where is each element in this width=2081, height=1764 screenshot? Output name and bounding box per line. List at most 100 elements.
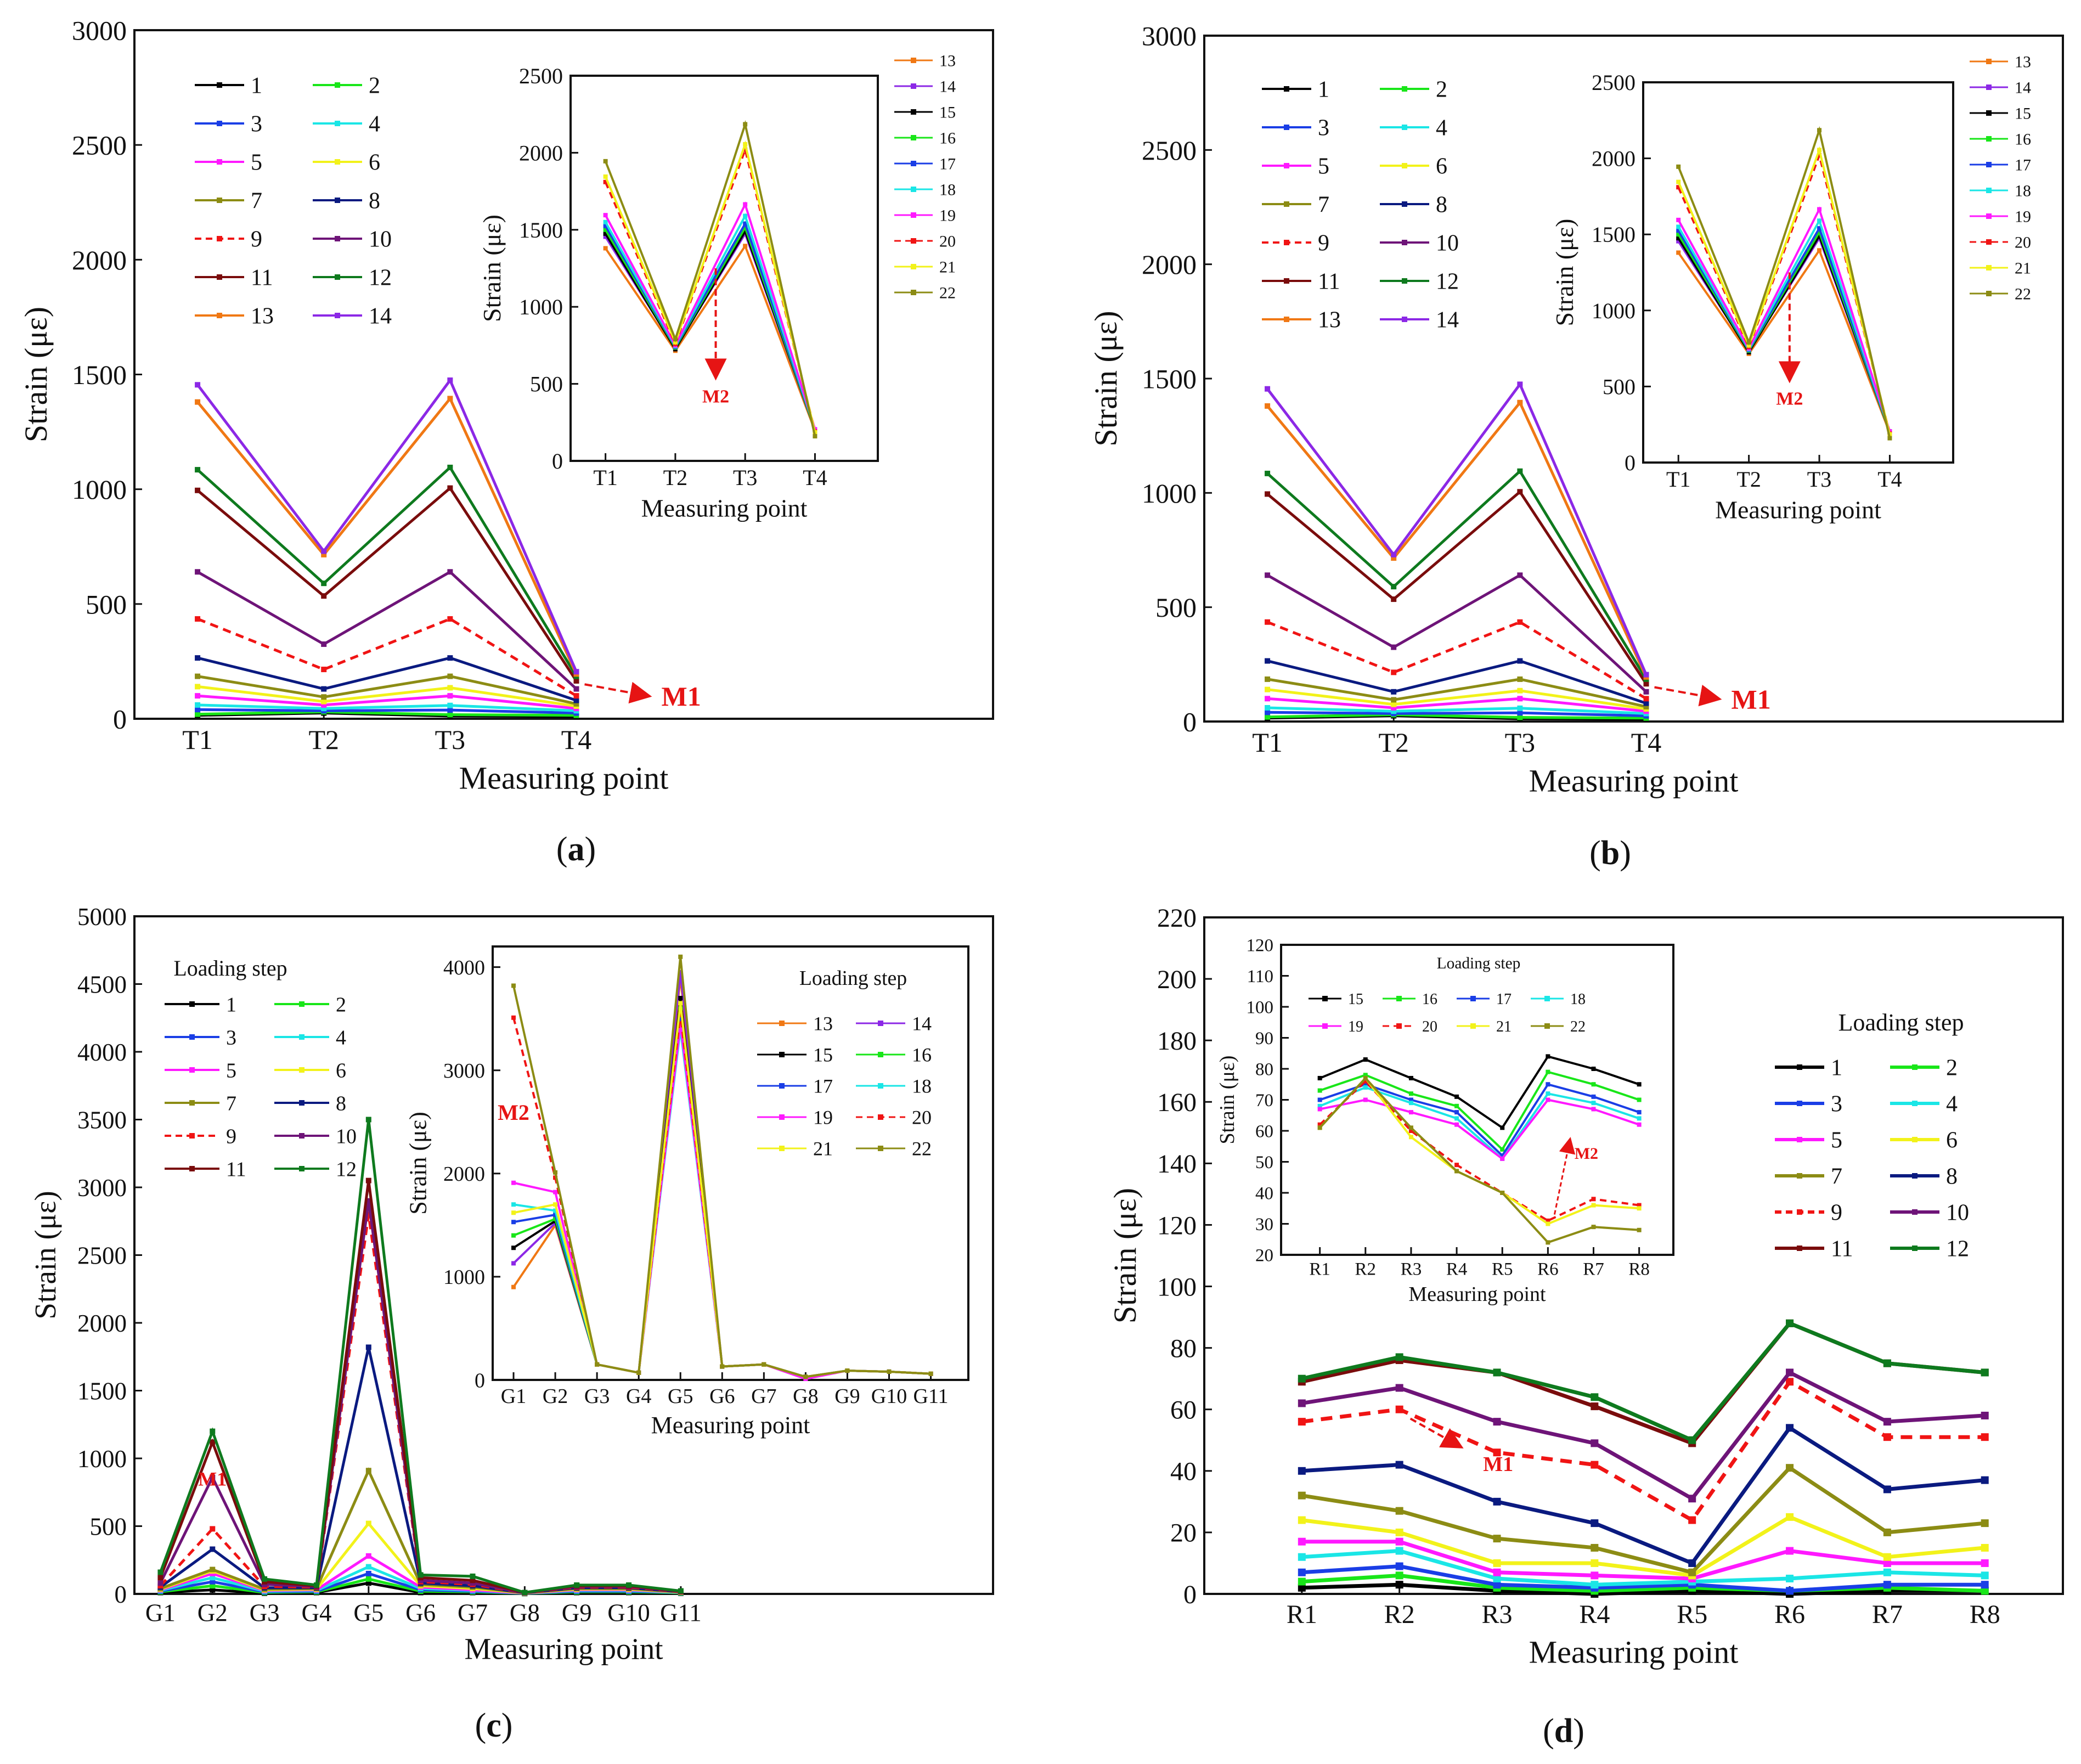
panel-d-main-series-7-point [1981,1519,1989,1528]
panel-c-caption: (c) [475,1707,513,1744]
panel-b-main-series-10-point [1517,572,1523,578]
panel-a-main-legend-label-4: 4 [369,112,380,137]
panel-b-inset-series-20-point [1676,185,1681,190]
panel-b-main-legend-label-9: 9 [1318,231,1329,256]
panel-d-inset-ytick-label: 120 [1247,936,1274,956]
panel-b-inset-series-13-line [1677,248,1891,433]
panel-b-main-annotation-arrow [1654,684,1722,707]
panel-b-main-series-9-point [1265,619,1271,625]
panel-c-main-xtick-label: G2 [198,1599,228,1627]
panel-d-inset-series-15-point [1637,1082,1642,1087]
panel-a-main-series-7-point [195,673,201,679]
panel-a-main-series-11-point [321,593,327,599]
panel-d-main-series-5-line [1301,1540,1985,1581]
panel-d-main-legend-marker-10 [1912,1209,1918,1215]
panel-b-inset-xtick-label: T4 [1877,467,1902,492]
panel-a-main-legend-marker-9 [217,236,222,241]
panel-a-inset-series-18-line [604,213,816,430]
panel-d-inset-legend-marker-21 [1470,1023,1476,1029]
panel-c-inset-series-14-line [512,972,931,1378]
panel-d-inset-series-18-point [1363,1085,1368,1090]
panel-b-inset-xtick-label: T2 [1736,467,1761,492]
panel-a-inset-series-22-point [743,122,748,127]
panel-a-main-series-11-point [447,485,453,491]
panel-d-inset-series-18-point [1317,1103,1322,1108]
panel-c-main-series-9-point [210,1526,216,1532]
panel-d-main-legend-label-3: 3 [1831,1092,1842,1117]
panel-a-main-series-4-point [321,706,327,712]
panel-c-main-series-10-point [157,1580,163,1586]
panel-d-main-series-7-point [1688,1568,1696,1576]
panel-c-main-legend-label-3: 3 [226,1026,236,1049]
panel-b-main-series-2-point [1517,714,1523,720]
panel-c-main-series-11-point [210,1439,216,1445]
panel-b-main-series-14-line [1266,381,1648,675]
panel-c-main-series-11-point [470,1577,476,1583]
panel-b-main-series-13-point [1265,403,1271,409]
panel-d-main-ytick-label: 220 [1157,904,1197,933]
panel-c-main-ytick-label: 0 [115,1581,127,1608]
panel-d-inset-series-16-point [1500,1147,1505,1152]
panel-d-main-series-4-point [1493,1574,1501,1582]
panel-a-main-series-14-point [573,669,579,675]
panel-c-inset-xtick-label: G2 [543,1385,568,1408]
panel-d-inset-series-19-line [1319,1098,1640,1160]
panel-d-main-legend-marker-2 [1912,1064,1918,1070]
panel-d-inset-series-19-point [1454,1122,1459,1127]
panel-b-inset-series-16-point [1817,230,1822,235]
panel-b-inset-legend-label-21: 21 [2015,260,2031,278]
panel-d-main-legend-marker-6 [1912,1137,1918,1142]
panel-b-main-series-6-point [1391,701,1397,707]
panel-c-main-ytick-label: 1500 [77,1377,127,1405]
panel-a-main-legend-label-2: 2 [369,74,380,99]
panel-b-main-ytick-label: 0 [1183,707,1197,737]
panel-d-inset-xtick-label: R7 [1583,1259,1604,1279]
panel-d-main-legend-marker-7 [1797,1173,1802,1179]
panel-d-inset-series-22-point [1546,1240,1550,1245]
panel-d-inset-series-17-point [1317,1097,1322,1102]
panel-c-main-series-12-point [313,1582,319,1588]
panel-d-main-series-1-point [1298,1583,1306,1592]
panel-c-main-series-12-point [210,1428,216,1434]
panel-d-main-xtick-label: R7 [1872,1600,1903,1629]
panel-b-inset-ytick-label: 0 [1625,450,1636,475]
panel-b-inset-legend-label-19: 19 [2015,208,2031,226]
panel-d-inset-legend-marker-19 [1322,1023,1328,1029]
panel-a-inset-legend-label-16: 16 [939,129,956,148]
panel-d-inset-legend-marker-16 [1396,996,1402,1001]
panel-c-main-legend-label-5: 5 [226,1059,236,1082]
panel-c-inset-series-22-point [887,1369,892,1374]
panel-d-inset-series-19-point [1546,1097,1550,1102]
panel-b-main-legend-label-8: 8 [1436,193,1447,218]
panel-d-main-series-8-point [1591,1519,1599,1528]
panel-a-main-legend-marker-7 [217,198,222,203]
panel-c-main-legend-label-4: 4 [336,1026,346,1049]
panel-b-main-series-7-point [1517,676,1523,682]
panel-d-main-y-axis-label: Strain (με) [1107,1188,1143,1323]
panel-c-main-series-12-point [678,1588,684,1594]
panel-a-inset-series-21-point [743,142,748,146]
panel-d-main-ytick-label: 20 [1170,1519,1197,1548]
panel-c-main-series-10-point [210,1474,216,1480]
panel-a-main-legend-label-5: 5 [251,150,262,176]
panel-d-inset-series-17-point [1591,1094,1596,1099]
panel-d-main-series-4-point [1786,1574,1794,1582]
panel-d-main-series-7-point [1395,1507,1403,1515]
panel-d-inset-series-21-point [1408,1135,1413,1140]
panel-d-main-series-5-point [1883,1559,1891,1567]
panel-a-main-series-9-point [321,667,327,673]
panel-c-inset-series-21-line [513,1003,931,1378]
panel-d-inset-series-17-point [1408,1097,1413,1102]
panel-d-inset-series-19-point [1591,1107,1596,1112]
panel-d-inset-y-axis-label: Strain (με) [1216,1056,1239,1145]
panel-d-inset-legend-title: Loading step [1437,955,1521,972]
panel-d-inset-series-18-point [1546,1091,1550,1096]
panel-c-inset-ytick-label: 0 [475,1369,485,1392]
panel-b-inset-legend-label-13: 13 [2015,53,2031,71]
panel-b-main-series-13-point [1391,555,1397,561]
panel-c-main-legend-marker-2 [299,1001,304,1007]
panel-b-inset-legend-label-22: 22 [2015,285,2031,303]
panel-d-inset-xtick-label: R5 [1492,1259,1513,1279]
panel-b-main-series-8-point [1643,700,1649,706]
panel-d-main-series-8-point [1298,1467,1306,1475]
